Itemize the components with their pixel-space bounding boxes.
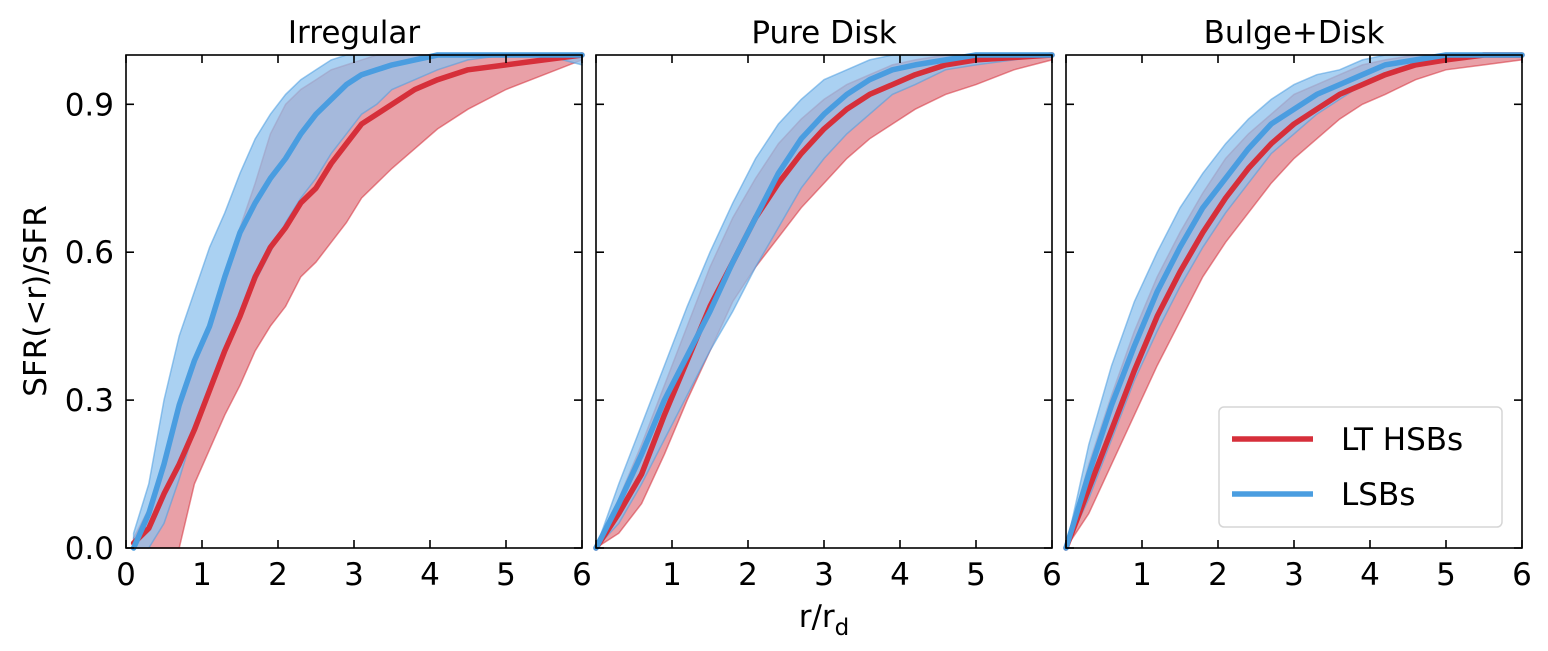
x-tick-label: 3 — [1284, 557, 1304, 593]
x-tick-label: 5 — [496, 557, 516, 593]
x-tick-label: 3 — [814, 557, 834, 593]
panel-bulge-disk: Bulge+Disk 1 2 3 4 5 6 — [1063, 15, 1532, 593]
legend: LT HSBs LSBs — [1218, 406, 1503, 528]
x-tick-label: 1 — [662, 557, 682, 593]
x-axis-title: r/rd — [799, 599, 850, 641]
x-tick-label: 5 — [1436, 557, 1456, 593]
legend-label-lt-hsbs: LT HSBs — [1341, 422, 1463, 458]
y-tick-label: 0.9 — [65, 87, 114, 123]
panel-irregular: Irregular 0 1 2 3 4 5 6 0.0 0.3 0.6 0.9 — [65, 15, 592, 593]
x-axis-title-main: r/r — [799, 599, 835, 635]
x-tick-label: 4 — [890, 557, 910, 593]
panel-title: Irregular — [288, 15, 420, 51]
x-tick-label: 6 — [1042, 557, 1062, 593]
x-tick-label: 6 — [1512, 557, 1532, 593]
y-tick-label: 0.3 — [65, 383, 114, 419]
line-layer — [1063, 52, 1525, 551]
x-tick-label: 2 — [1208, 557, 1228, 593]
line-lsbs — [1063, 52, 1525, 551]
x-tick-label: 1 — [1132, 557, 1152, 593]
y-axis-title: SFR(<r)/SFR — [18, 205, 54, 396]
x-tick-label: 0 — [116, 557, 136, 593]
band-lsbs — [1065, 54, 1522, 549]
line-lt-hsbs — [130, 52, 585, 546]
panel-title: Bulge+Disk — [1204, 15, 1385, 51]
panel-title: Pure Disk — [751, 15, 896, 51]
x-axis-title-subscript: d — [835, 615, 850, 641]
y-tick-label: 0.0 — [65, 531, 114, 567]
line-lt-hsbs — [1063, 52, 1525, 551]
line-lsbs — [593, 52, 1055, 551]
panel-pure-disk: Pure Disk 1 2 3 4 5 6 — [593, 15, 1062, 593]
x-tick-label: 2 — [738, 557, 758, 593]
tick-layer: 1 2 3 4 5 6 — [595, 55, 1062, 593]
x-tick-label: 6 — [572, 557, 592, 593]
y-tick-label: 0.6 — [65, 235, 114, 271]
line-layer — [593, 52, 1055, 551]
x-tick-label: 4 — [420, 557, 440, 593]
x-tick-label: 4 — [1360, 557, 1380, 593]
x-tick-label: 2 — [268, 557, 288, 593]
x-tick-label: 3 — [344, 557, 364, 593]
x-tick-label: 1 — [192, 557, 212, 593]
tick-layer: 1 2 3 4 5 6 — [1065, 55, 1532, 593]
legend-label-lsbs: LSBs — [1341, 477, 1415, 513]
line-lt-hsbs — [593, 52, 1055, 551]
x-tick-label: 5 — [966, 557, 986, 593]
tick-layer: 0 1 2 3 4 5 6 0.0 0.3 0.6 0.9 — [65, 55, 592, 593]
